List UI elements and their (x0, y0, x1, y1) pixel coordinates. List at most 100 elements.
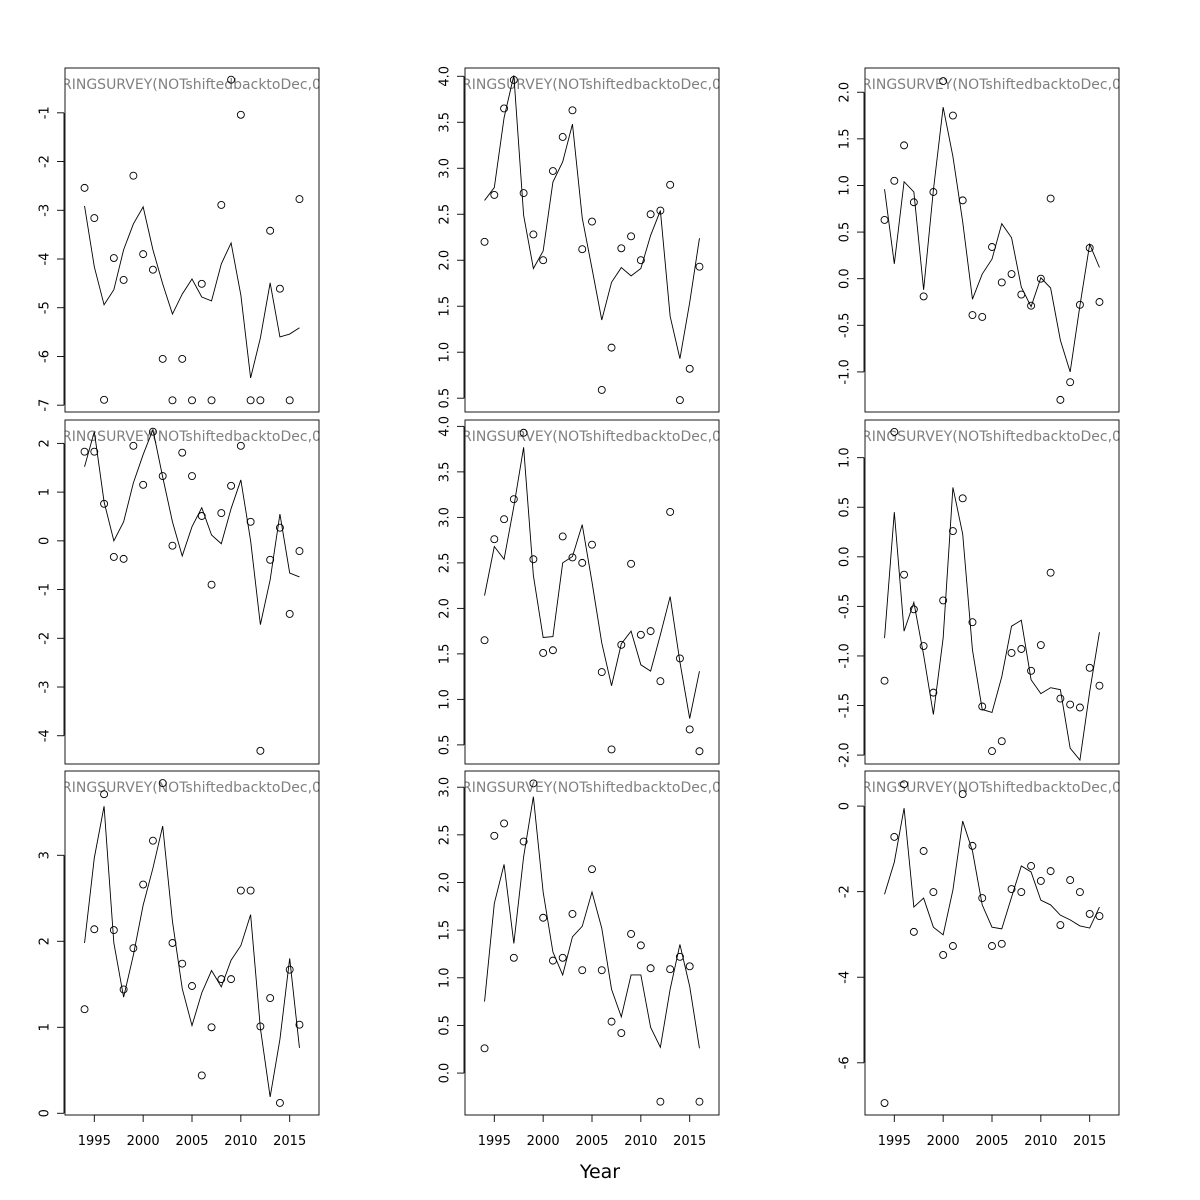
y-tick-label: 1.0 (838, 175, 853, 196)
data-point (695, 1097, 704, 1106)
y-tick-label: 0.5 (438, 388, 453, 409)
y-tick-label: 1 (38, 488, 53, 496)
data-point (1027, 666, 1036, 675)
data-point (988, 942, 996, 950)
data-point (178, 354, 187, 363)
data-point (685, 962, 694, 971)
data-point (246, 396, 255, 405)
data-point (578, 966, 587, 975)
panel: RINGSURVEY(NOTshiftedbacktoDec,0sa 0.5 1.0… (438, 66, 720, 413)
data-point (500, 515, 509, 524)
data-point (217, 975, 226, 984)
panel: RINGSURVEY(NOTshiftedbacktoDec,0sa -1.0 -0… (838, 67, 1120, 413)
y-tick-label: 1.5 (438, 920, 453, 941)
data-point (90, 925, 99, 934)
y-tick-label: -2 (38, 632, 53, 645)
panel-frame (464, 67, 720, 413)
data-point (100, 790, 109, 799)
data-point (490, 831, 499, 840)
fitted-line (484, 75, 700, 359)
data-point (597, 385, 606, 394)
data-point (197, 512, 206, 520)
data-point (636, 630, 645, 639)
data-point (1007, 885, 1016, 894)
data-point (656, 1097, 665, 1106)
data-point (919, 847, 928, 855)
y-tick-label: 2.5 (438, 825, 453, 846)
y-tick-label: -1 (38, 106, 53, 119)
data-point (539, 649, 548, 657)
x-tick-label: 2000 (927, 1134, 960, 1149)
data-point (1027, 862, 1036, 870)
data-point (217, 509, 226, 518)
y-tick-label: 3.0 (438, 507, 453, 528)
x-tick-label: 2000 (527, 1134, 560, 1149)
x-tick-label: 2015 (273, 1134, 306, 1149)
data-point (197, 279, 206, 288)
y-tick-label: 1.5 (438, 644, 453, 665)
x-tick-label: 2015 (1073, 1134, 1106, 1149)
data-point (1066, 378, 1075, 387)
data-point (109, 254, 118, 262)
y-tick-label: 1.0 (438, 689, 453, 710)
y-tick-label: -2 (838, 885, 853, 898)
x-tick-label: 2010 (224, 1134, 257, 1149)
data-point (919, 642, 928, 650)
y-tick-label: 3.5 (438, 462, 453, 483)
data-point (666, 507, 675, 516)
plot-area (80, 779, 304, 1107)
fitted-line (884, 487, 1100, 762)
y-tick-label: -3 (38, 681, 53, 694)
data-point (1046, 568, 1055, 577)
data-point (929, 888, 938, 897)
data-point (119, 276, 128, 284)
data-point (266, 226, 275, 235)
data-point (275, 1099, 284, 1107)
data-point (568, 909, 577, 918)
y-tick-label: 0.0 (838, 546, 853, 567)
data-point (129, 171, 138, 180)
data-point (978, 894, 987, 903)
data-point (139, 250, 148, 259)
plot-area (880, 780, 1104, 1107)
plot-area (480, 779, 704, 1106)
data-point (509, 953, 518, 962)
data-point (168, 396, 177, 405)
data-point (909, 198, 918, 207)
data-point (909, 605, 918, 614)
x-tick-label: 2005 (575, 1134, 608, 1149)
fitted-line (84, 428, 300, 625)
data-point (646, 627, 655, 636)
data-point (939, 596, 948, 605)
y-tick-label: 3 (38, 851, 53, 859)
data-point (295, 1020, 304, 1029)
data-point (236, 886, 245, 895)
data-point (558, 953, 567, 962)
y-tick-label: 2.0 (438, 872, 453, 893)
fitted-line (484, 796, 700, 1049)
y-tick-label: -1.0 (838, 643, 853, 668)
data-point (1007, 270, 1016, 278)
data-point (227, 481, 236, 490)
data-point (656, 677, 665, 686)
data-point (188, 982, 196, 990)
x-tick-label: 2005 (975, 1134, 1008, 1149)
data-point (109, 552, 118, 561)
y-tick-label: 1.5 (838, 129, 853, 150)
data-point (627, 232, 636, 241)
panel: RINGSURVEY(NOTshiftedbacktoDec,0sa 0.0 0.5… (438, 770, 720, 1149)
data-point (119, 985, 128, 994)
y-tick-label: 0.5 (838, 222, 853, 243)
data-point (578, 245, 587, 254)
x-tick-label: 1995 (878, 1134, 911, 1149)
y-tick-label: 2.0 (838, 82, 853, 103)
y-tick-label: 1.0 (838, 447, 853, 468)
data-point (90, 214, 99, 223)
x-tick-label: 2010 (624, 1134, 657, 1149)
data-point (695, 262, 704, 271)
data-point (158, 354, 167, 363)
data-point (939, 77, 948, 86)
data-point (285, 396, 294, 405)
plot-area (80, 75, 304, 405)
data-point (158, 779, 167, 787)
